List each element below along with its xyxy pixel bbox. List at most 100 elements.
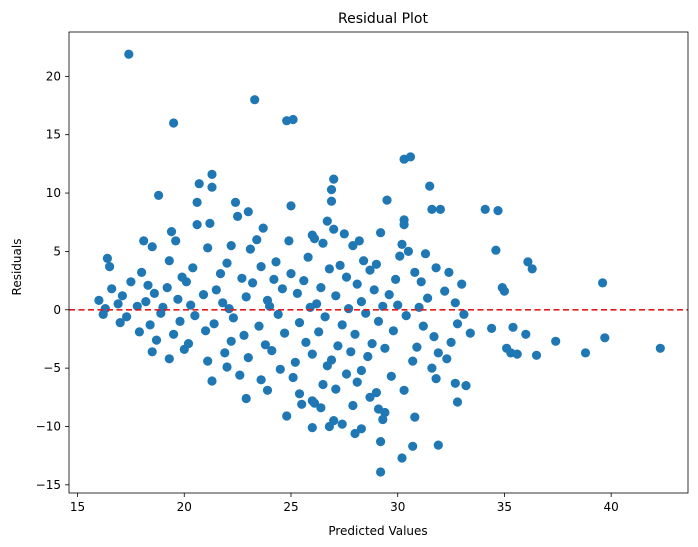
- data-point: [286, 201, 296, 211]
- y-axis-label: Residuals: [10, 239, 24, 296]
- data-point: [499, 286, 509, 296]
- data-point: [341, 272, 352, 282]
- data-point: [354, 236, 364, 246]
- data-point: [356, 297, 366, 307]
- data-point: [292, 288, 302, 298]
- data-point: [329, 174, 339, 184]
- data-point: [269, 274, 279, 284]
- data-point: [408, 441, 418, 451]
- data-point: [147, 242, 157, 252]
- data-point: [480, 204, 490, 214]
- data-point: [262, 385, 273, 395]
- data-point: [521, 329, 531, 339]
- data-point: [655, 343, 665, 353]
- data-point: [326, 185, 337, 195]
- data-point: [331, 384, 341, 394]
- data-point: [126, 277, 136, 287]
- data-point: [352, 377, 362, 387]
- data-point: [600, 333, 610, 343]
- data-point: [203, 356, 213, 366]
- data-point: [307, 423, 317, 433]
- data-point: [341, 369, 352, 379]
- data-point: [207, 376, 217, 386]
- data-point: [376, 467, 386, 477]
- data-point: [493, 206, 503, 216]
- data-point: [326, 196, 337, 206]
- data-point: [403, 246, 413, 256]
- data-point: [346, 347, 356, 357]
- data-point: [137, 267, 147, 277]
- data-point: [410, 412, 420, 422]
- data-point: [241, 292, 251, 302]
- data-point: [365, 392, 375, 402]
- data-point: [314, 327, 324, 337]
- data-point: [220, 348, 230, 358]
- data-point: [169, 118, 179, 128]
- data-point: [371, 259, 381, 269]
- data-point: [173, 294, 183, 304]
- data-point: [418, 321, 428, 331]
- data-point: [531, 350, 542, 360]
- data-point: [102, 253, 112, 263]
- data-point: [527, 264, 537, 274]
- data-point: [598, 278, 608, 288]
- data-point: [324, 264, 334, 274]
- data-point: [322, 361, 332, 371]
- data-point: [399, 385, 409, 395]
- data-point: [134, 327, 144, 337]
- data-point: [337, 419, 347, 429]
- data-point: [378, 301, 388, 311]
- data-point: [297, 399, 307, 409]
- data-point: [305, 302, 315, 312]
- data-point: [508, 322, 518, 332]
- data-point: [457, 279, 467, 289]
- data-point: [405, 152, 416, 162]
- data-point: [397, 239, 407, 249]
- data-point: [307, 349, 317, 359]
- data-point: [139, 236, 149, 246]
- data-point: [250, 95, 260, 105]
- data-point: [252, 235, 262, 245]
- data-point: [348, 400, 358, 411]
- data-point: [446, 337, 456, 347]
- data-point: [284, 236, 294, 246]
- data-point: [149, 288, 159, 298]
- y-tick-label: −15: [36, 478, 61, 492]
- data-point: [294, 318, 305, 328]
- data-point: [243, 207, 253, 217]
- data-point: [391, 274, 401, 284]
- x-tick-label: 30: [390, 500, 405, 514]
- data-point: [369, 285, 379, 295]
- data-point: [256, 375, 266, 385]
- data-point: [190, 311, 200, 321]
- data-point: [245, 244, 255, 254]
- data-point: [192, 197, 202, 207]
- data-point: [209, 319, 219, 329]
- data-point: [164, 256, 174, 266]
- data-point: [376, 437, 386, 447]
- data-point: [414, 302, 424, 312]
- data-point: [166, 227, 177, 237]
- data-point: [303, 252, 313, 262]
- data-point: [94, 295, 104, 305]
- data-point: [350, 428, 360, 439]
- data-point: [337, 320, 347, 330]
- data-point: [452, 319, 463, 329]
- data-point: [350, 329, 360, 339]
- data-point: [164, 354, 174, 364]
- data-point: [329, 224, 339, 234]
- data-point: [188, 263, 198, 273]
- data-point: [356, 424, 366, 434]
- data-point: [224, 304, 234, 314]
- data-point: [282, 411, 292, 421]
- data-point: [288, 114, 298, 125]
- data-point: [425, 181, 435, 191]
- data-point: [348, 241, 358, 251]
- x-tick-label: 20: [177, 500, 192, 514]
- data-point: [275, 364, 285, 374]
- data-point: [331, 291, 341, 301]
- axes-frame: [68, 31, 689, 494]
- data-point: [256, 262, 266, 272]
- data-point: [132, 301, 142, 311]
